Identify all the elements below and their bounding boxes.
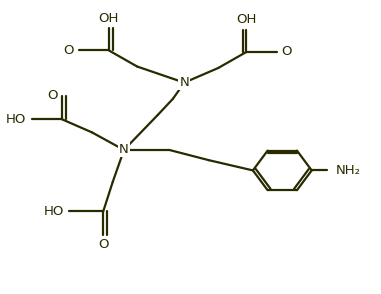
Text: HO: HO — [43, 205, 64, 218]
Text: OH: OH — [99, 12, 119, 25]
Text: HO: HO — [6, 113, 26, 126]
Text: O: O — [47, 89, 57, 102]
Text: O: O — [98, 238, 109, 251]
Text: N: N — [179, 76, 189, 89]
Text: O: O — [64, 44, 74, 57]
Text: N: N — [119, 143, 129, 156]
Text: OH: OH — [236, 14, 257, 26]
Text: NH₂: NH₂ — [336, 164, 361, 177]
Text: O: O — [281, 45, 292, 59]
